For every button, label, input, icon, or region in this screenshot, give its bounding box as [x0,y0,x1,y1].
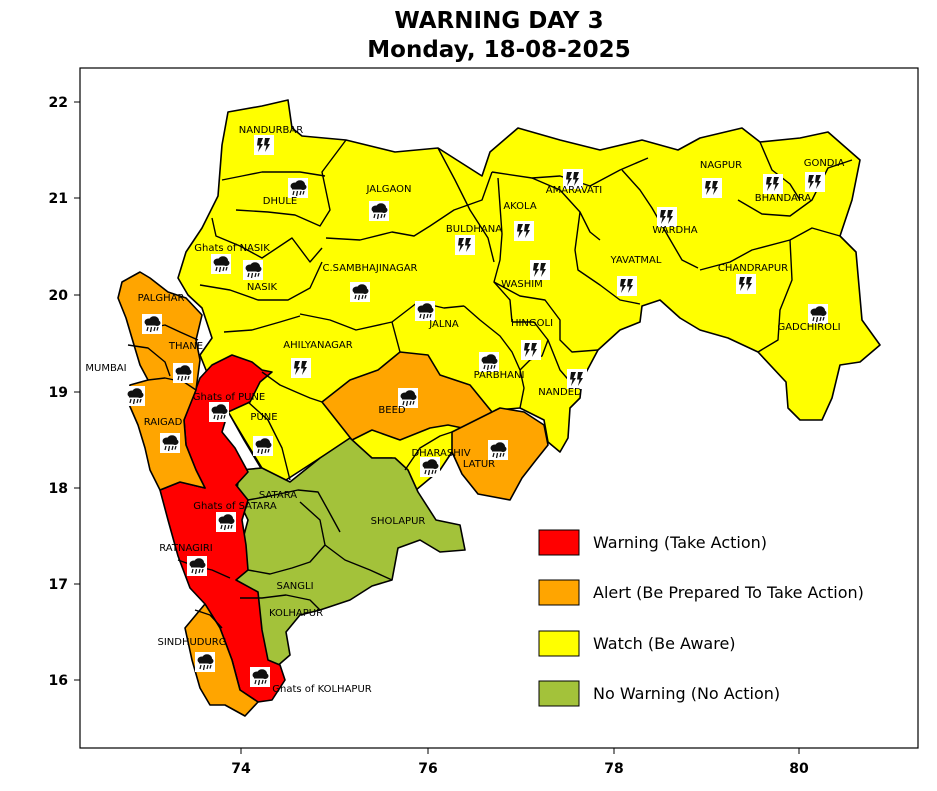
y-tick-label: 22 [49,95,68,111]
district-label-amaravati: AMARAVATI [546,185,602,196]
district-label-bhandara: BHANDARA [755,193,812,204]
legend-swatch-alert [538,579,580,606]
x-tick-label: 80 [789,761,809,777]
district-label-ghats-kolhapur: Ghats of KOLHAPUR [272,684,372,695]
rain-cloud-icon [195,652,215,672]
rain-cloud-icon [187,556,207,576]
thunderstorm-icon [763,174,783,194]
district-label-nasik: NASIK [247,282,278,293]
y-tick-label: 21 [49,191,68,207]
district-label-latur: LATUR [463,459,495,470]
district-label-thane: THANE [168,341,203,352]
region-konkan-alert [117,271,206,491]
x-tick-label: 78 [604,761,623,777]
district-label-jalna: JALNA [428,319,459,330]
rain-cloud-icon [350,282,370,302]
district-label-ratnagiri: RATNAGIRI [159,543,212,554]
district-label-beed: BEED [378,405,405,416]
y-tick-label: 17 [49,577,68,593]
district-label-parbhani: PARBHANI [474,370,525,381]
district-label-palghar: PALGHAR [138,293,185,304]
district-label-sholapur: SHOLAPUR [371,516,426,527]
district-label-sambhajinagar: C.SAMBHAJINAGAR [323,263,418,274]
district-labels-layer: NANDURBAR DHULE JALGAON Ghats of NASIK NASIK… [85,125,844,695]
rain-cloud-icon [288,178,308,198]
district-label-hingoli: HINGOLI [511,318,553,329]
thunderstorm-icon [617,276,637,296]
district-label-dhule: DHULE [263,196,297,207]
thunderstorm-icon [455,235,475,255]
district-label-sangli: SANGLI [276,581,313,592]
district-label-satara: SATARA [259,490,297,501]
district-label-nagpur: NAGPUR [700,160,742,171]
y-tick-label: 16 [49,673,68,689]
thunderstorm-icon [567,369,587,389]
rain-cloud-icon [369,201,389,221]
rain-cloud-icon [415,301,435,321]
district-label-pune: PUNE [250,412,277,423]
title-line-1: WARNING DAY 3 [394,8,603,34]
y-tick-label: 19 [49,385,68,401]
rain-cloud-icon [253,436,273,456]
rain-cloud-icon [250,667,270,687]
rain-cloud-icon [420,457,440,477]
district-label-ahilyanagar: AHILYANAGAR [283,340,352,351]
district-label-sindhudurg: SINDHUDURG [157,637,226,648]
district-label-akola: AKOLA [503,201,537,212]
district-label-buldhana: BULDHANA [446,224,502,235]
district-label-ghats-nasik: Ghats of NASIK [194,243,270,254]
district-label-gondia: GONDIA [804,158,845,169]
district-label-yavatmal: YAVATMAL [610,255,662,266]
district-label-ghats-pune: Ghats of PUNE [193,392,266,403]
rain-cloud-icon [243,260,263,280]
district-label-gadchiroli: GADCHIROLI [777,322,840,333]
thunderstorm-icon [291,358,311,378]
thunderstorm-icon [805,172,825,192]
thunderstorm-icon [736,274,756,294]
y-tick-label: 20 [49,288,69,304]
x-tick-label: 76 [418,761,437,777]
y-axis: 22 21 20 19 18 17 16 [49,95,80,689]
rain-cloud-icon [209,402,229,422]
district-label-dharashiv: DHARASHIV [411,448,470,459]
legend-label-warning: Warning (Take Action) [593,533,767,552]
rain-cloud-icon [173,363,193,383]
thunderstorm-icon [702,178,722,198]
legend-swatch-watch [538,630,580,657]
thunderstorm-icon [657,207,677,227]
thunderstorm-icon [254,135,274,155]
district-label-nanded: NANDED [538,387,582,398]
district-label-washim: WASHIM [501,279,543,290]
rain-cloud-icon [808,304,828,324]
legend-swatch-none [538,680,580,707]
rain-cloud-icon [216,512,236,532]
legend-label-watch: Watch (Be Aware) [593,634,736,653]
thunderstorm-icon [514,221,534,241]
district-label-raigad: RAIGAD [144,417,183,428]
rain-cloud-icon [488,440,508,460]
legend-swatch-warning [538,529,580,556]
thunderstorm-icon [530,260,550,280]
legend-label-none: No Warning (No Action) [593,684,780,703]
title-line-2: Monday, 18-08-2025 [367,37,630,63]
district-label-nandurbar: NANDURBAR [239,125,303,136]
rain-cloud-icon [142,314,162,334]
district-label-chandrapur: CHANDRAPUR [718,263,788,274]
legend: Warning (Take Action) Alert (Be Prepared… [538,529,864,707]
rain-cloud-icon [211,254,231,274]
rain-cloud-icon [125,386,145,406]
district-label-mumbai: MUMBAI [85,363,126,374]
district-label-ghats-satara: Ghats of SATARA [193,501,277,512]
x-tick-label: 74 [231,761,251,777]
thunderstorm-icon [521,340,541,360]
legend-label-alert: Alert (Be Prepared To Take Action) [593,583,864,602]
rain-cloud-icon [479,352,499,372]
x-axis: 74 76 78 80 [231,748,809,777]
y-tick-label: 18 [49,481,68,497]
district-label-kolhapur: KOLHAPUR [269,608,323,619]
district-label-jalgaon: JALGAON [366,184,412,195]
rain-cloud-icon [160,433,180,453]
district-label-wardha: WARDHA [652,225,697,236]
